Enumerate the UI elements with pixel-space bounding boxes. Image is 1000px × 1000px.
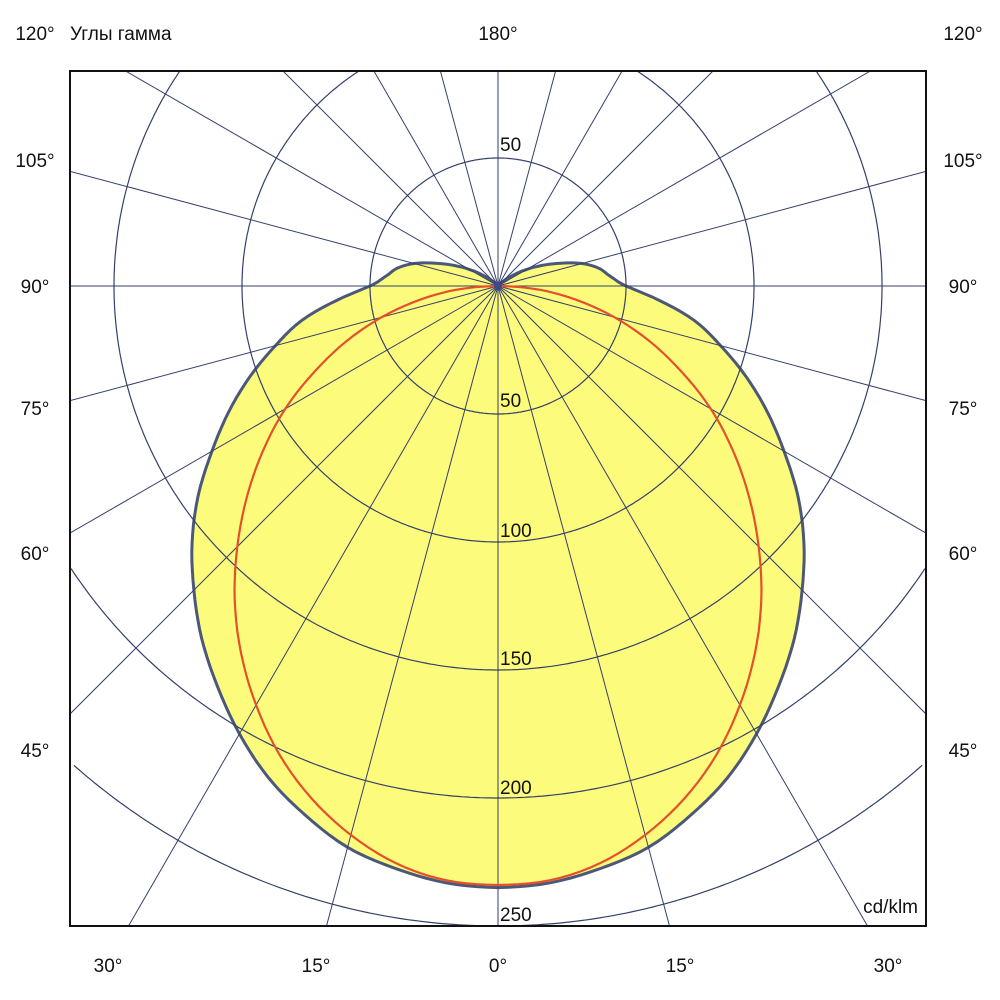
angle-label: 120° — [15, 24, 54, 45]
ring-label: 250 — [500, 905, 532, 926]
angle-label: 30° — [94, 956, 123, 977]
angle-label: 75° — [949, 399, 978, 420]
grid-spoke-135 — [497, 71, 714, 287]
grid-spoke-210 — [373, 71, 499, 287]
grid-ring-200 — [70, 568, 926, 799]
grid-spoke-195 — [439, 71, 499, 287]
ring-label: 100 — [500, 521, 532, 542]
angle-label: 120° — [943, 24, 982, 45]
angle-label: 45° — [21, 741, 50, 762]
angle-label: 60° — [21, 544, 50, 565]
grid-ring-150 — [113, 71, 883, 671]
unit-label: cd/klm — [863, 897, 918, 918]
angle-label: 45° — [949, 741, 978, 762]
angle-label: 60° — [949, 544, 978, 565]
grid-spoke-345 — [326, 285, 499, 926]
angle-label: 15° — [302, 956, 331, 977]
grid-spoke-165 — [497, 71, 557, 287]
grid-spoke-315 — [70, 285, 499, 715]
grid-ring-100 — [241, 71, 755, 543]
angle-label: 105° — [943, 151, 982, 172]
angle-label: 15° — [666, 956, 695, 977]
center-point — [494, 282, 502, 290]
angle-label: 0° — [489, 956, 507, 977]
ring-label: 150 — [500, 649, 532, 670]
angle-label: 105° — [15, 151, 54, 172]
grid-spoke-45 — [497, 285, 926, 715]
angle-label: 30° — [874, 956, 903, 977]
grid-spoke-15 — [497, 285, 670, 926]
grid-spoke-240 — [125, 71, 499, 287]
chart-title: Углы гамма — [70, 24, 172, 45]
ring-label-top: 50 — [500, 135, 521, 156]
angle-label: 180° — [478, 24, 517, 45]
grid-spoke-150 — [497, 71, 623, 287]
grid-spoke-285 — [70, 285, 499, 402]
grid-spoke-225 — [282, 71, 499, 287]
ring-label: 200 — [500, 778, 532, 799]
grid-spoke-105 — [497, 170, 926, 287]
angle-label: 90° — [21, 277, 50, 298]
grid-spoke-75 — [497, 285, 926, 402]
grid-spoke-120 — [497, 71, 871, 287]
angle-label: 75° — [21, 399, 50, 420]
grid-spoke-255 — [70, 170, 499, 287]
grid-spoke-330 — [128, 285, 499, 926]
grid-ring-250 — [73, 764, 923, 926]
ring-label: 50 — [500, 391, 521, 412]
angle-label: 90° — [949, 277, 978, 298]
plot-frame — [69, 70, 927, 927]
grid-spoke-30 — [497, 285, 868, 926]
